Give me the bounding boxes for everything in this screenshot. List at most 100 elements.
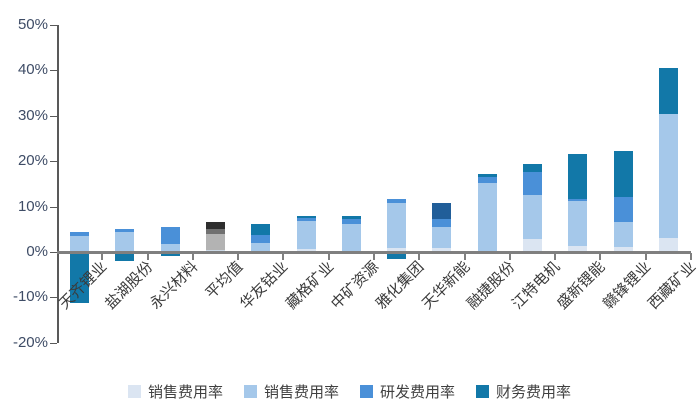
y-axis-tick-mark	[50, 252, 57, 253]
x-axis-tick-mark	[418, 253, 421, 260]
legend-item-3: 财务费用率	[476, 381, 571, 402]
y-axis-tick-mark	[50, 70, 57, 72]
bar-segment-西藏矿业-销售费用率	[658, 238, 678, 252]
bar-segment-中矿资源-研发费用率	[341, 219, 361, 225]
bar-segment-雅化集团-销售费用率	[387, 203, 407, 249]
bar-segment-天华新能-销售费用率	[432, 248, 452, 252]
x-axis-tick-mark	[373, 253, 375, 260]
bar-segment-中矿资源-销售费用率	[341, 224, 361, 252]
bar-segment-盐湖股份-销售费用率	[115, 231, 135, 252]
bar-segment-天齐锂业-销售费用率	[70, 236, 90, 252]
bar-segment-平均值-销售费用率	[206, 233, 225, 251]
x-axis-tick-mark	[146, 253, 149, 260]
bar-segment-藏格矿业-销售费用率	[296, 248, 316, 252]
bar-segment-雅化集团-财务费用率	[387, 252, 407, 259]
bar-segment-天齐锂业-财务费用率	[70, 252, 90, 303]
bar-segment-融捷股份-研发费用率	[477, 177, 497, 183]
y-axis-tick-label: 0%	[26, 243, 48, 260]
bar-segment-中矿资源-财务费用率	[341, 216, 361, 220]
y-axis-tick-label: -10%	[12, 288, 48, 306]
y-axis-tick-mark	[50, 342, 57, 344]
x-axis-category-label: 江特电机	[509, 258, 564, 313]
y-axis-tick-label: 40%	[17, 61, 48, 79]
x-axis-tick-mark	[282, 253, 285, 260]
bar-segment-盛新锂能-财务费用率	[568, 153, 588, 199]
x-axis-tick-mark	[599, 253, 602, 260]
y-axis-tick-label: -20%	[12, 333, 48, 351]
x-axis-category-label: 天华新能	[418, 258, 473, 313]
bar-segment-融捷股份-财务费用率	[477, 173, 497, 178]
x-axis-category-label: 西藏矿业	[644, 258, 699, 313]
y-axis-tick-mark	[50, 25, 57, 26]
legend-swatch-icon	[243, 385, 257, 398]
y-axis-tick-mark	[50, 206, 57, 208]
bar-segment-藏格矿业-财务费用率	[296, 216, 316, 218]
bar-segment-平均值-研发费用率	[206, 228, 225, 234]
bar-segment-雅化集团-销售费用率	[387, 248, 407, 252]
legend-swatch-icon	[127, 385, 141, 398]
bar-segment-华友钴业-财务费用率	[251, 223, 271, 236]
bar-segment-赣锋锂业-销售费用率	[613, 247, 633, 252]
bar-segment-天华新能-财务费用率	[432, 202, 452, 219]
legend-label: 财务费用率	[496, 384, 572, 401]
bar-segment-盛新锂能-研发费用率	[568, 198, 588, 202]
bar-segment-盐湖股份-研发费用率	[115, 228, 135, 232]
bar-segment-赣锋锂业-研发费用率	[613, 197, 633, 223]
bar-segment-天齐锂业-研发费用率	[70, 232, 90, 237]
y-axis-tick-label: 30%	[17, 106, 48, 124]
x-axis-category-label: 永兴材料	[146, 258, 202, 313]
bar-segment-盐湖股份-财务费用率	[115, 252, 135, 261]
legend-label: 销售费用率	[147, 384, 223, 401]
bar-segment-天华新能-研发费用率	[432, 218, 452, 228]
legend-item-0: 销售费用率	[127, 381, 223, 402]
y-axis-tick-label: 50%	[17, 16, 48, 33]
x-axis-tick-mark	[101, 253, 104, 260]
bar-segment-藏格矿业-研发费用率	[296, 217, 316, 222]
legend-item-1: 销售费用率	[243, 381, 339, 402]
bar-segment-永兴材料-销售费用率	[160, 243, 180, 252]
bar-segment-江特电机-销售费用率	[523, 238, 542, 252]
x-axis-tick-mark	[554, 253, 557, 260]
y-axis-tick-mark	[50, 161, 57, 163]
bar-segment-江特电机-销售费用率	[523, 194, 542, 239]
x-axis-tick-mark	[690, 253, 692, 260]
bar-segment-江特电机-财务费用率	[523, 163, 542, 173]
x-axis-tick-mark	[508, 253, 511, 260]
bar-segment-平均值-财务费用率	[206, 222, 225, 229]
x-axis-category-label: 中矿资源	[327, 258, 383, 313]
x-axis-tick-mark	[644, 253, 647, 260]
bar-segment-西藏矿业-财务费用率	[658, 67, 678, 114]
legend-swatch-icon	[476, 385, 490, 398]
bar-segment-华友钴业-研发费用率	[251, 235, 271, 243]
bar-segment-华友钴业-销售费用率	[251, 242, 271, 252]
bar-segment-永兴材料-财务费用率	[160, 252, 180, 257]
bar-segment-永兴材料-研发费用率	[160, 227, 180, 244]
x-axis-category-label: 盐湖股份	[101, 258, 156, 313]
chart-legend: 销售费用率 销售费用率 研发费用率 财务费用率	[0, 381, 699, 402]
x-axis-tick-mark	[191, 253, 194, 260]
x-axis-category-label: 华友钴业	[237, 258, 292, 313]
x-axis-category-label: 盛新锂能	[554, 258, 609, 313]
bar-segment-天华新能-销售费用率	[432, 227, 452, 249]
x-axis-tick-mark	[237, 253, 240, 260]
bar-segment-盛新锂能-销售费用率	[568, 201, 588, 247]
bar-segment-雅化集团-研发费用率	[387, 198, 407, 204]
y-axis-tick-label: 10%	[17, 197, 48, 215]
bar-segment-江特电机-研发费用率	[523, 172, 542, 195]
bar-segment-赣锋锂业-财务费用率	[613, 151, 633, 198]
y-axis-line	[57, 25, 59, 343]
bar-segment-赣锋锂业-销售费用率	[613, 222, 633, 247]
x-axis-category-label: 雅化集团	[373, 258, 428, 313]
legend-label: 研发费用率	[380, 384, 456, 401]
bar-segment-融捷股份-销售费用率	[477, 182, 497, 252]
legend-item-2: 研发费用率	[360, 381, 455, 402]
legend-label: 销售费用率	[263, 384, 339, 401]
x-axis-baseline	[57, 251, 691, 254]
y-axis-tick-mark	[50, 297, 57, 299]
x-axis-tick-mark	[463, 253, 466, 260]
x-axis-category-label: 藏格矿业	[282, 258, 338, 313]
bar-segment-西藏矿业-销售费用率	[658, 113, 678, 239]
x-axis-category-label: 融捷股份	[463, 258, 519, 313]
x-axis-tick-mark	[327, 253, 330, 260]
